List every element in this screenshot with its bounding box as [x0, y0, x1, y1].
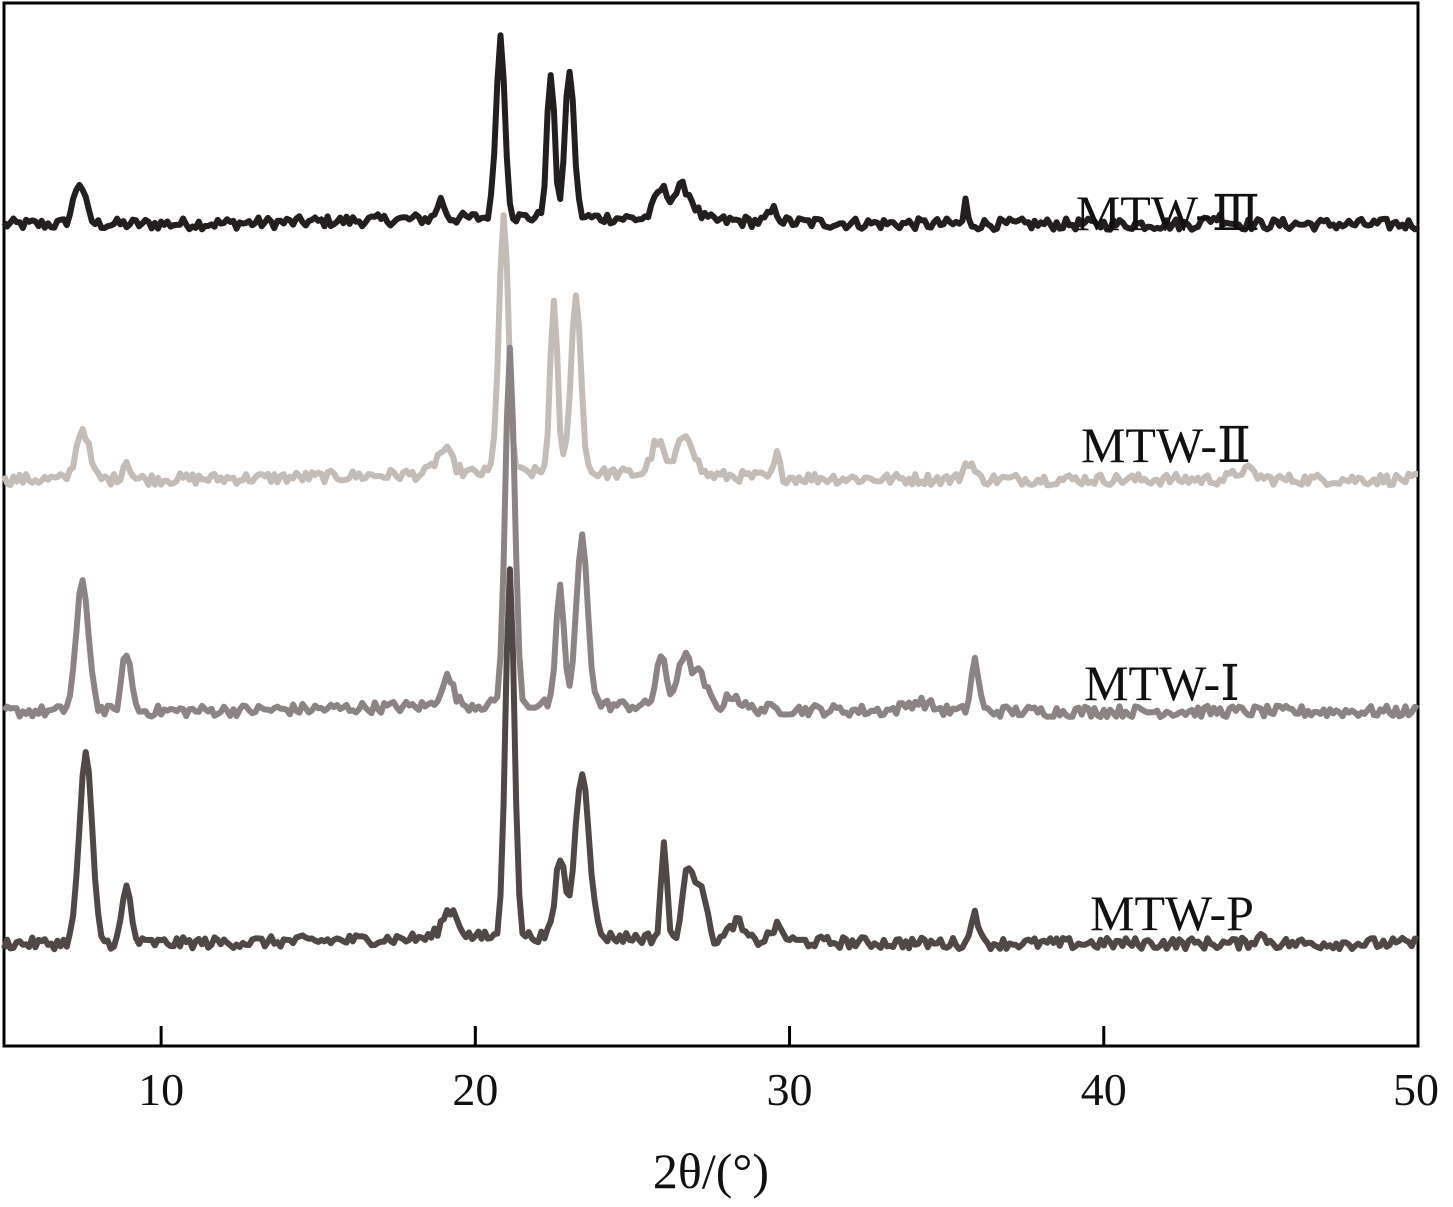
x-tick-label-20: 20 — [452, 1064, 498, 1115]
series-label-2: MTW-Ⅱ — [1081, 417, 1251, 473]
x-axis-ticks: 10 20 30 40 50 — [138, 1026, 1439, 1115]
x-tick-label-10: 10 — [138, 1064, 184, 1115]
series-line-4 — [1, 566, 1419, 953]
x-axis-label: 2θ/(°) — [653, 1143, 769, 1199]
series-label-3: MTW-Ⅰ — [1084, 655, 1240, 711]
x-tick-label-50: 50 — [1393, 1064, 1439, 1115]
x-tick-label-30: 30 — [767, 1064, 813, 1115]
series-labels: MTW-Ⅲ MTW-Ⅱ MTW-Ⅰ MTW-P — [1076, 185, 1260, 941]
series-label-4: MTW-P — [1090, 885, 1254, 941]
series-line-1 — [1, 32, 1419, 233]
x-tick-label-40: 40 — [1081, 1064, 1127, 1115]
series-line-2 — [1, 212, 1419, 489]
series-line-3 — [1, 344, 1420, 721]
series-label-1: MTW-Ⅲ — [1076, 185, 1260, 241]
curves — [1, 32, 1420, 953]
plot-frame — [2, 1, 1420, 1048]
